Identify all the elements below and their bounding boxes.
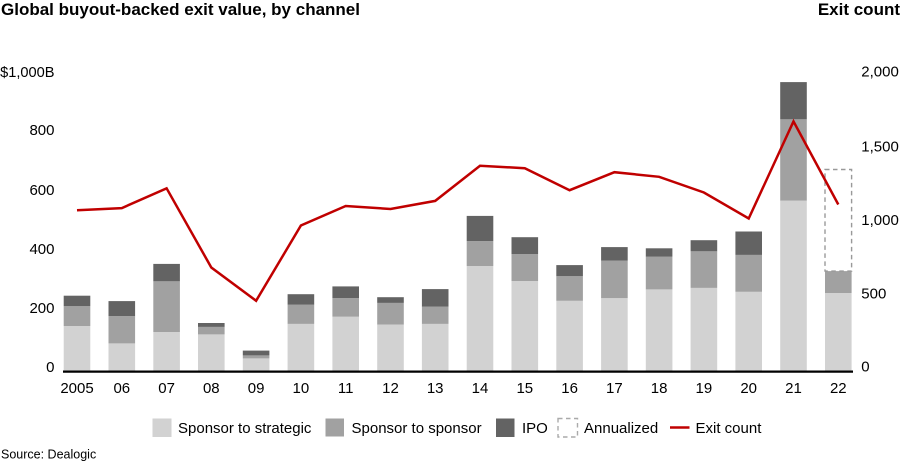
svg-text:10: 10 (293, 380, 310, 397)
svg-text:21: 21 (785, 380, 802, 397)
svg-text:Exit count: Exit count (818, 0, 900, 19)
svg-text:0: 0 (46, 359, 54, 376)
svg-text:0: 0 (861, 359, 869, 376)
svg-text:200: 200 (29, 300, 54, 317)
svg-text:800: 800 (29, 122, 54, 139)
svg-text:Annualized: Annualized (584, 420, 658, 437)
svg-text:19: 19 (696, 380, 713, 397)
svg-text:2,000: 2,000 (861, 64, 899, 81)
svg-text:20: 20 (740, 380, 757, 397)
svg-text:Source: Dealogic: Source: Dealogic (1, 448, 96, 462)
svg-text:Global buyout-backed exit valu: Global buyout-backed exit value, by chan… (1, 0, 360, 19)
svg-text:600: 600 (29, 182, 54, 199)
svg-text:Sponsor to strategic: Sponsor to strategic (178, 420, 312, 437)
svg-text:Exit count: Exit count (696, 420, 763, 437)
svg-text:2005: 2005 (60, 380, 93, 397)
svg-text:15: 15 (516, 380, 533, 397)
svg-text:11: 11 (338, 380, 354, 397)
svg-text:22: 22 (830, 380, 847, 397)
svg-text:$1,000B: $1,000B (0, 65, 54, 81)
svg-text:13: 13 (427, 380, 444, 397)
svg-text:09: 09 (248, 380, 265, 397)
svg-text:16: 16 (561, 380, 578, 397)
svg-text:06: 06 (113, 380, 130, 397)
svg-text:IPO: IPO (522, 420, 548, 437)
svg-text:08: 08 (203, 380, 220, 397)
svg-text:1,000: 1,000 (861, 212, 899, 229)
svg-text:17: 17 (606, 380, 623, 397)
svg-text:Sponsor to sponsor: Sponsor to sponsor (352, 420, 482, 437)
svg-text:1,500: 1,500 (861, 139, 899, 156)
svg-text:500: 500 (861, 286, 886, 303)
svg-text:12: 12 (382, 380, 399, 397)
svg-text:14: 14 (472, 380, 489, 397)
svg-text:400: 400 (29, 241, 54, 258)
svg-text:18: 18 (651, 380, 668, 397)
svg-text:07: 07 (158, 380, 175, 397)
